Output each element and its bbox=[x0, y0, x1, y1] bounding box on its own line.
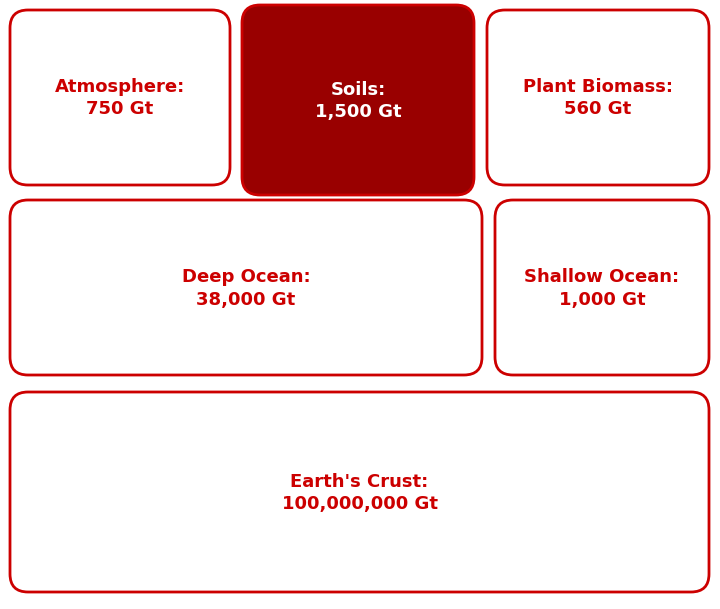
Text: 38,000 Gt: 38,000 Gt bbox=[197, 290, 296, 309]
Text: 1,000 Gt: 1,000 Gt bbox=[559, 290, 645, 309]
Text: 100,000,000 Gt: 100,000,000 Gt bbox=[282, 495, 438, 513]
Text: Atmosphere:: Atmosphere: bbox=[55, 79, 185, 96]
Text: Earth's Crust:: Earth's Crust: bbox=[290, 473, 428, 491]
FancyBboxPatch shape bbox=[10, 10, 230, 185]
Text: Plant Biomass:: Plant Biomass: bbox=[523, 79, 673, 96]
FancyBboxPatch shape bbox=[495, 200, 709, 375]
Text: Soils:: Soils: bbox=[330, 81, 386, 99]
Text: 1,500 Gt: 1,500 Gt bbox=[315, 103, 401, 121]
FancyBboxPatch shape bbox=[487, 10, 709, 185]
Text: Deep Ocean:: Deep Ocean: bbox=[181, 269, 310, 286]
FancyBboxPatch shape bbox=[242, 5, 474, 195]
FancyBboxPatch shape bbox=[10, 392, 709, 592]
Text: Shallow Ocean:: Shallow Ocean: bbox=[524, 269, 680, 286]
Text: 750 Gt: 750 Gt bbox=[86, 100, 153, 119]
FancyBboxPatch shape bbox=[10, 200, 482, 375]
Text: 560 Gt: 560 Gt bbox=[564, 100, 631, 119]
